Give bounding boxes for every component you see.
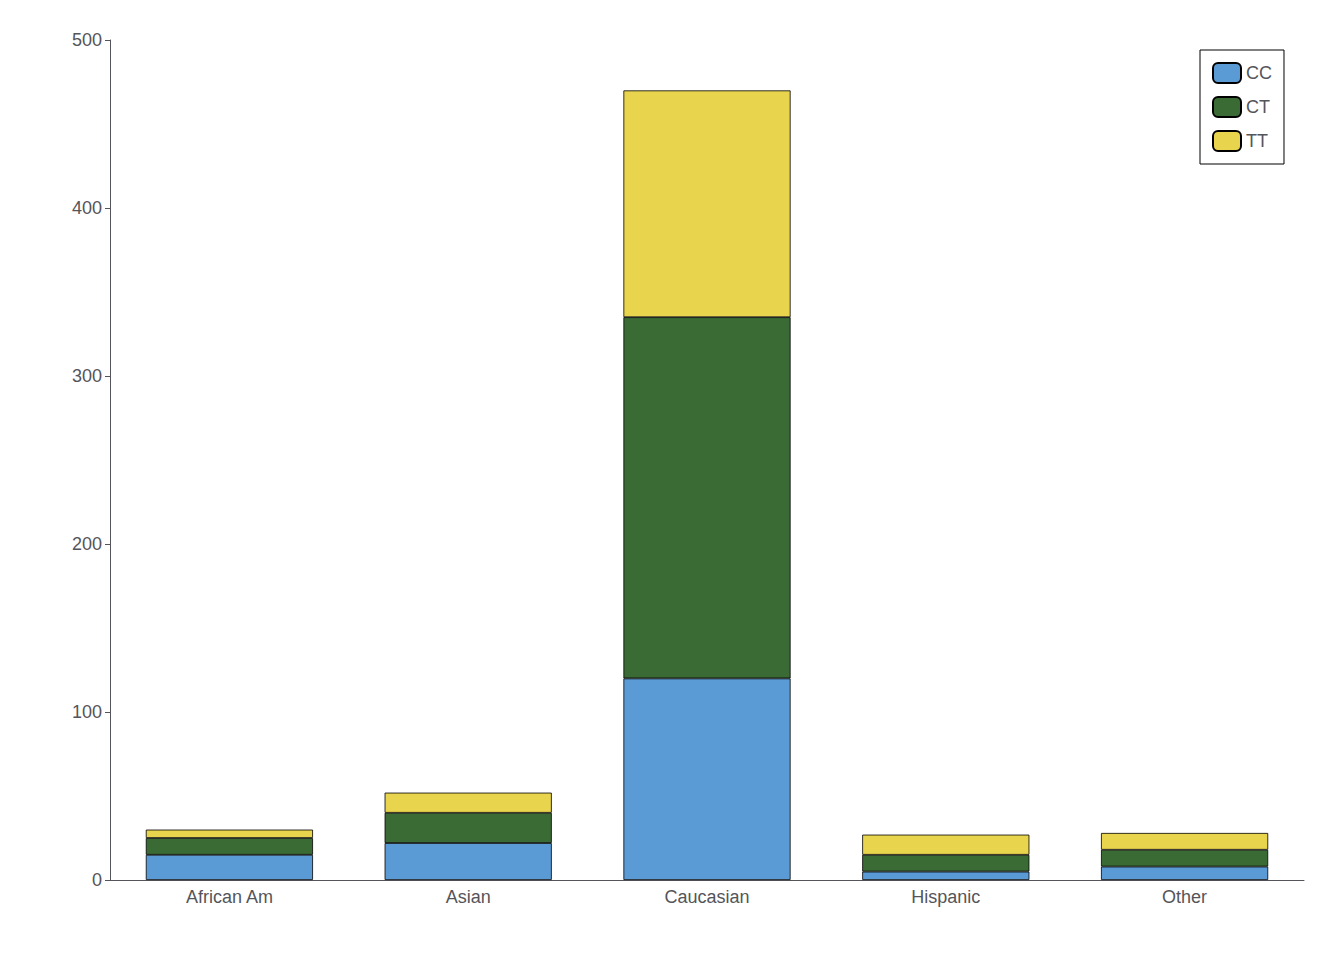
svg-text:0: 0 [92, 870, 102, 890]
svg-text:Caucasian: Caucasian [664, 887, 749, 907]
svg-text:CC: CC [1246, 63, 1272, 83]
svg-text:TT: TT [1246, 131, 1268, 151]
svg-text:Hispanic: Hispanic [911, 887, 980, 907]
svg-text:300: 300 [72, 366, 102, 386]
svg-text:400: 400 [72, 198, 102, 218]
svg-text:500: 500 [72, 30, 102, 50]
svg-text:200: 200 [72, 534, 102, 554]
svg-text:Other: Other [1162, 887, 1207, 907]
svg-text:100: 100 [72, 702, 102, 722]
svg-text:Asian: Asian [446, 887, 491, 907]
svg-text:CT: CT [1246, 97, 1270, 117]
svg-text:African Am: African Am [186, 887, 273, 907]
